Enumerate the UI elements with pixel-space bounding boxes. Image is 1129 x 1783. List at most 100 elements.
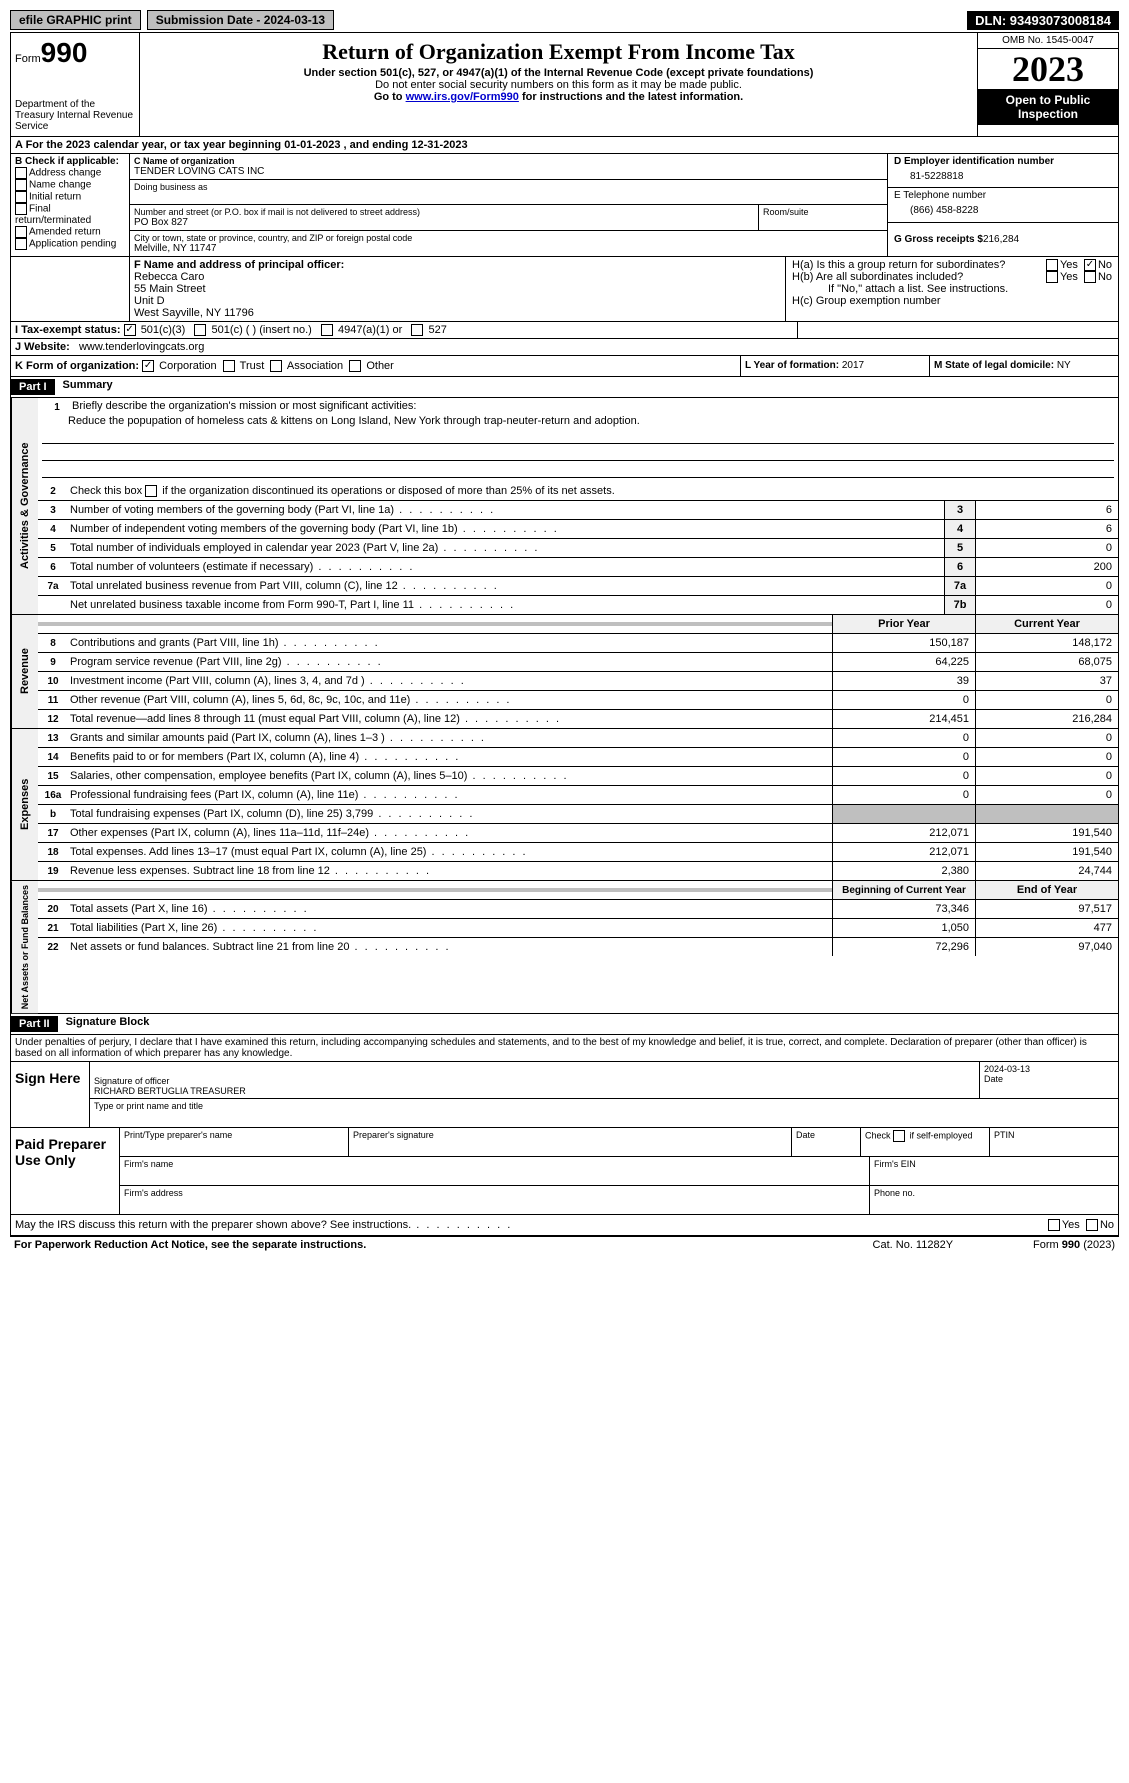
checkbox-icon[interactable] xyxy=(1086,1219,1098,1231)
revenue-body: Prior Year Current Year 8 Contributions … xyxy=(38,615,1118,728)
paid-preparer-section: Paid Preparer Use Only Print/Type prepar… xyxy=(11,1128,1118,1215)
checkbox-icon[interactable] xyxy=(142,360,154,372)
revenue-label: Revenue xyxy=(11,615,38,728)
netassets-body: Beginning of Current Year End of Year 20… xyxy=(38,881,1118,1013)
summary-line: 17 Other expenses (Part IX, column (A), … xyxy=(38,824,1118,843)
netassets-label: Net Assets or Fund Balances xyxy=(11,881,38,1013)
form-number: 990 xyxy=(41,37,88,68)
submission-date: Submission Date - 2024-03-13 xyxy=(147,10,334,30)
sig-date-cell: 2024-03-13 Date xyxy=(980,1062,1118,1098)
form-header: Form990 Department of the Treasury Inter… xyxy=(11,33,1118,137)
summary-line: 21 Total liabilities (Part X, line 26) 1… xyxy=(38,919,1118,938)
part-2-label: Part II xyxy=(11,1016,58,1032)
revenue-header-row: Prior Year Current Year xyxy=(38,615,1118,634)
checkbox-icon[interactable] xyxy=(270,360,282,372)
checkbox-icon[interactable] xyxy=(15,167,27,179)
checkbox-icon[interactable] xyxy=(1048,1219,1060,1231)
irs-link[interactable]: www.irs.gov/Form990 xyxy=(406,91,519,103)
m-value: NY xyxy=(1057,360,1071,371)
checkbox-icon[interactable] xyxy=(15,238,27,250)
checkbox-icon[interactable] xyxy=(1084,271,1096,283)
checkbox-icon[interactable] xyxy=(411,324,423,336)
h-c-label: H(c) Group exemption number xyxy=(792,295,1112,307)
efile-button[interactable]: efile GRAPHIC print xyxy=(10,10,141,30)
checkbox-icon[interactable] xyxy=(145,485,157,497)
summary-line: 8 Contributions and grants (Part VIII, l… xyxy=(38,634,1118,653)
line-2: 2 Check this box if the organization dis… xyxy=(38,482,1118,501)
netassets-header-row: Beginning of Current Year End of Year xyxy=(38,881,1118,900)
part-2-header: Part II Signature Block xyxy=(11,1014,1118,1035)
sign-here-label: Sign Here xyxy=(11,1062,90,1127)
activities-label: Activities & Governance xyxy=(11,398,38,614)
i-row: I Tax-exempt status: 501(c)(3) 501(c) ( … xyxy=(11,322,798,338)
summary-line: 11 Other revenue (Part VIII, column (A),… xyxy=(38,691,1118,710)
officer-street: 55 Main Street xyxy=(134,283,781,295)
activities-section: Activities & Governance 1Briefly describ… xyxy=(11,398,1118,615)
paid-preparer-label: Paid Preparer Use Only xyxy=(11,1128,120,1214)
b-label: B Check if applicable: xyxy=(15,156,125,167)
col-d: D Employer identification number 81-5228… xyxy=(887,154,1118,256)
i-label: I Tax-exempt status: xyxy=(15,324,121,336)
summary-line: 20 Total assets (Part X, line 16) 73,346… xyxy=(38,900,1118,919)
checkbox-icon[interactable] xyxy=(15,226,27,238)
section-bcd: B Check if applicable: Address change Na… xyxy=(11,154,1118,257)
gross-value: 216,284 xyxy=(983,234,1019,245)
sign-here-section: Sign Here Signature of officer RICHARD B… xyxy=(11,1062,1118,1128)
footer-left: For Paperwork Reduction Act Notice, see … xyxy=(14,1239,366,1251)
checkbox-icon[interactable] xyxy=(321,324,333,336)
may-discuss-row: May the IRS discuss this return with the… xyxy=(11,1215,1118,1236)
checkbox-icon[interactable] xyxy=(349,360,361,372)
prep-row-3: Firm's address Phone no. xyxy=(120,1186,1118,1214)
footer-center: Cat. No. 11282Y xyxy=(873,1239,954,1251)
prep-sig-cell: Preparer's signature xyxy=(349,1128,792,1156)
tax-year: 2023 xyxy=(978,49,1118,89)
form-label: Form xyxy=(15,53,41,65)
city-row: City or town, state or province, country… xyxy=(130,231,887,256)
part-2-title: Signature Block xyxy=(58,1016,150,1032)
h-a-label: H(a) Is this a group return for subordin… xyxy=(792,259,1046,271)
officer-city: West Sayville, NY 11796 xyxy=(134,307,781,319)
h-note: If "No," attach a list. See instructions… xyxy=(792,283,1112,295)
checkbox-icon[interactable] xyxy=(1046,271,1058,283)
checkbox-icon[interactable] xyxy=(124,324,136,336)
checkbox-icon[interactable] xyxy=(15,203,27,215)
addr-label: Number and street (or P.O. box if mail i… xyxy=(134,207,754,217)
form-title: Return of Organization Exempt From Incom… xyxy=(144,39,973,65)
expenses-label: Expenses xyxy=(11,729,38,880)
part-1-label: Part I xyxy=(11,379,55,395)
begin-year-header: Beginning of Current Year xyxy=(832,881,975,899)
j-row: J Website: www.tenderlovingcats.org xyxy=(11,339,1118,355)
check-name-change: Name change xyxy=(15,179,125,191)
sig-row-1: Signature of officer RICHARD BERTUGLIA T… xyxy=(90,1062,1118,1099)
gross-row: G Gross receipts $ 216,284 xyxy=(888,223,1118,256)
firm-ein-cell: Firm's EIN xyxy=(870,1157,1118,1185)
check-initial-return: Initial return xyxy=(15,191,125,203)
summary-line: b Total fundraising expenses (Part IX, c… xyxy=(38,805,1118,824)
tel-value: (866) 458-8228 xyxy=(894,201,1112,216)
sign-here-body: Signature of officer RICHARD BERTUGLIA T… xyxy=(90,1062,1118,1127)
checkbox-icon[interactable] xyxy=(15,191,27,203)
sig-officer-cell: Signature of officer RICHARD BERTUGLIA T… xyxy=(90,1062,980,1098)
checkbox-icon[interactable] xyxy=(893,1130,905,1142)
checkbox-icon[interactable] xyxy=(15,179,27,191)
checkbox-icon[interactable] xyxy=(1046,259,1058,271)
self-employed-cell: Check if self-employed xyxy=(861,1128,990,1156)
gross-label: G Gross receipts $ xyxy=(894,234,983,245)
checkbox-icon[interactable] xyxy=(1084,259,1096,271)
may-discuss-text: May the IRS discuss this return with the… xyxy=(15,1219,512,1231)
tel-label: E Telephone number xyxy=(894,190,1112,201)
summary-line: 4 Number of independent voting members o… xyxy=(38,520,1118,539)
firm-name-cell: Firm's name xyxy=(120,1157,870,1185)
col-f: F Name and address of principal officer:… xyxy=(130,257,785,321)
dba-row: Doing business as xyxy=(130,180,887,205)
ein-value: 81-5228818 xyxy=(894,167,1112,182)
part-1-title: Summary xyxy=(55,379,113,395)
checkbox-icon[interactable] xyxy=(223,360,235,372)
activities-body: 1Briefly describe the organization's mis… xyxy=(38,398,1118,614)
subtitle-1: Under section 501(c), 527, or 4947(a)(1)… xyxy=(144,67,973,79)
expenses-body: 13 Grants and similar amounts paid (Part… xyxy=(38,729,1118,880)
mission-box: 1Briefly describe the organization's mis… xyxy=(38,398,1118,482)
checkbox-icon[interactable] xyxy=(194,324,206,336)
header-left: Form990 Department of the Treasury Inter… xyxy=(11,33,140,136)
subtitle-3: Go to www.irs.gov/Form990 for instructio… xyxy=(144,91,973,103)
